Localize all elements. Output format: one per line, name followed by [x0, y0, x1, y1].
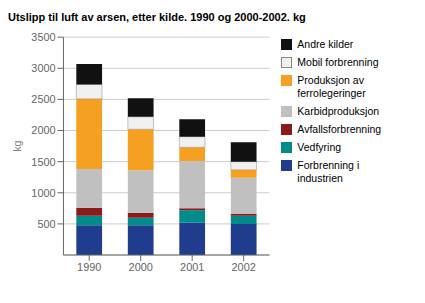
svg-text:2000: 2000: [31, 124, 55, 136]
html-text:Avfallsforbrenning: Avfallsforbrenning: [297, 123, 382, 135]
html-text:Karbidproduksjon: Karbidproduksjon: [297, 105, 380, 117]
svg-text:2001: 2001: [180, 261, 204, 273]
svg-text:3000: 3000: [31, 62, 55, 74]
svg-text:1500: 1500: [31, 156, 55, 168]
html-text:Andre kilder: Andre kilder: [297, 38, 354, 50]
svg-text:2500: 2500: [31, 93, 55, 105]
html-text:Mobil forbrenning: Mobil forbrenning: [297, 56, 379, 68]
svg-text:1990: 1990: [77, 261, 101, 273]
svg-text:kg: kg: [11, 140, 23, 152]
html-text:Produksjon av: Produksjon av: [297, 74, 364, 86]
html-text:Forbrenning i: Forbrenning i: [297, 159, 360, 171]
svg-text:3500: 3500: [31, 31, 55, 43]
svg-text:500: 500: [37, 218, 55, 230]
svg-text:2000: 2000: [129, 261, 153, 273]
svg-text:2002: 2002: [232, 261, 256, 273]
html-text:Utslipp til luft av arsen, ett: Utslipp til luft av arsen, etter kilde. …: [8, 11, 306, 23]
html-text:ferrolegeringer: ferrolegeringer: [297, 87, 366, 99]
html-text:industrien: industrien: [297, 172, 343, 184]
html-text:Vedfyring: Vedfyring: [297, 141, 342, 153]
svg-text:1000: 1000: [31, 187, 55, 199]
